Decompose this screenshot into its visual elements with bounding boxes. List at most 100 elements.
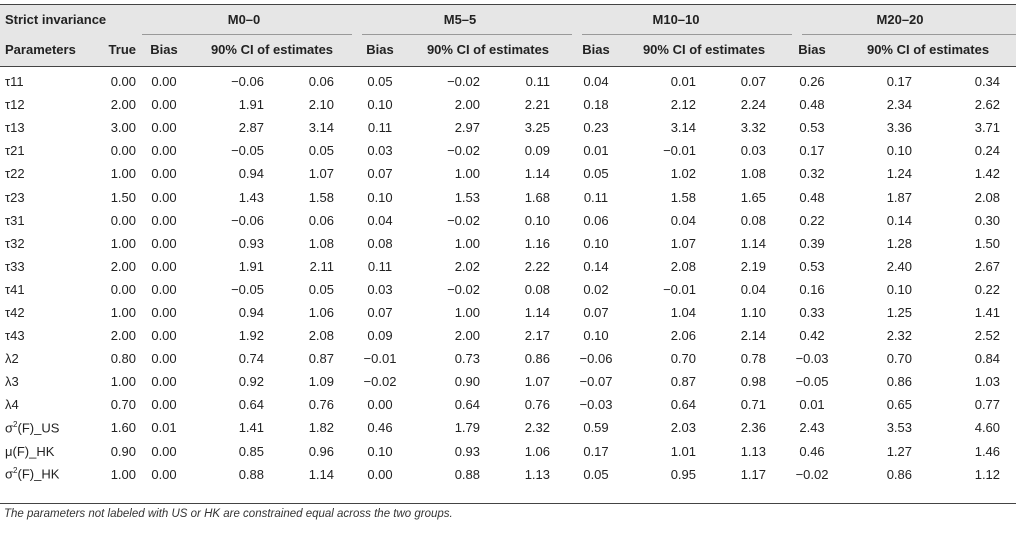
ci-upper-cell: 0.24 — [974, 143, 1001, 159]
ci-upper-cell: 1.06 — [524, 443, 550, 459]
ci-upper-cell: 2.21 — [524, 97, 550, 113]
ci-upper-cell: 2.22 — [524, 258, 550, 274]
bias-cell: 0.10 — [367, 97, 393, 113]
ci-upper-cell: 2.52 — [974, 328, 1001, 344]
bias-cell: 0.00 — [151, 189, 177, 205]
ci-upper-cell: 1.14 — [524, 304, 550, 320]
bias-cell: 0.23 — [583, 120, 609, 136]
bias-cell: 0.00 — [151, 166, 177, 182]
ci-lower-cell: 3.14 — [670, 120, 696, 136]
param-cell: τ21 — [5, 143, 25, 159]
bias-cell: 0.01 — [799, 397, 825, 413]
bias-cell: −0.01 — [363, 351, 397, 367]
ci-upper-cell: 2.36 — [740, 420, 767, 436]
param-cell: λ3 — [5, 374, 19, 390]
bias-cell: 0.53 — [799, 258, 825, 274]
ci-lower-cell: 1.41 — [238, 420, 264, 436]
header-rule — [0, 66, 1016, 67]
ci-upper-cell: 0.03 — [740, 143, 767, 159]
bias-cell: −0.03 — [795, 351, 829, 367]
col-bias: Bias — [366, 41, 394, 57]
ci-lower-cell: 0.95 — [670, 466, 696, 482]
ci-lower-cell: 2.03 — [670, 420, 696, 436]
ci-upper-cell: 1.14 — [308, 466, 334, 482]
ci-lower-cell: 0.17 — [886, 74, 913, 90]
bias-cell: 0.05 — [583, 466, 609, 482]
bias-cell: −0.06 — [579, 351, 613, 367]
ci-lower-cell: −0.06 — [231, 212, 264, 228]
bias-cell: 0.18 — [583, 97, 609, 113]
ci-lower-cell: −0.05 — [231, 281, 264, 297]
ci-upper-cell: 0.08 — [740, 212, 767, 228]
ci-lower-cell: −0.02 — [447, 74, 480, 90]
ci-lower-cell: −0.02 — [447, 281, 480, 297]
ci-lower-cell: 1.01 — [670, 443, 696, 459]
bias-cell: 0.16 — [799, 281, 825, 297]
top-rule — [0, 4, 1016, 5]
bias-cell: 0.00 — [151, 304, 177, 320]
ci-lower-cell: 1.79 — [454, 420, 480, 436]
ci-upper-cell: 1.13 — [524, 466, 550, 482]
true-cell: 1.00 — [110, 466, 136, 482]
true-cell: 0.00 — [110, 212, 136, 228]
ci-lower-cell: 0.94 — [238, 166, 264, 182]
param-cell: λ2 — [5, 351, 19, 367]
ci-lower-cell: 1.91 — [238, 97, 264, 113]
ci-upper-cell: 2.62 — [974, 97, 1001, 113]
table-row: σ2(F)_US 1.60 0.01 1.41 1.82 0.46 1.79 2.32 0.59… — [0, 416, 1016, 439]
col-true: True — [108, 41, 136, 57]
ci-upper-cell: 0.98 — [740, 374, 767, 390]
ci-lower-cell: 0.14 — [886, 212, 913, 228]
true-cell: 1.60 — [110, 420, 136, 436]
ci-upper-cell: 2.10 — [308, 97, 334, 113]
param-cell: λ4 — [5, 397, 19, 413]
bias-cell: 0.00 — [151, 374, 177, 390]
ci-upper-cell: 1.03 — [974, 374, 1001, 390]
ci-upper-cell: 0.30 — [974, 212, 1001, 228]
ci-upper-cell: 1.41 — [974, 304, 1001, 320]
bias-cell: 0.53 — [799, 120, 825, 136]
true-cell: 1.00 — [110, 374, 136, 390]
true-cell: 0.00 — [110, 143, 136, 159]
ci-upper-cell: 0.04 — [740, 281, 767, 297]
ci-upper-cell: 2.24 — [740, 97, 767, 113]
bias-cell: 0.04 — [583, 74, 609, 90]
bias-cell: 0.00 — [151, 443, 177, 459]
header-background — [0, 4, 1016, 67]
ci-lower-cell: 0.94 — [238, 304, 264, 320]
true-cell: 1.50 — [110, 189, 136, 205]
bias-cell: 0.05 — [583, 166, 609, 182]
bias-cell: 0.22 — [799, 212, 825, 228]
bias-cell: 0.00 — [151, 281, 177, 297]
ci-lower-cell: 0.86 — [886, 374, 913, 390]
bias-cell: 0.10 — [367, 189, 393, 205]
col-bias: Bias — [798, 41, 826, 57]
bias-cell: 0.07 — [583, 304, 609, 320]
ci-lower-cell: 0.85 — [238, 443, 264, 459]
ci-upper-cell: 2.08 — [308, 328, 334, 344]
bias-cell: 0.00 — [151, 397, 177, 413]
ci-lower-cell: 0.04 — [670, 212, 696, 228]
ci-lower-cell: 0.87 — [670, 374, 696, 390]
ci-upper-cell: 2.14 — [740, 328, 767, 344]
ci-upper-cell: 1.82 — [308, 420, 334, 436]
ci-upper-cell: 0.71 — [740, 397, 767, 413]
bias-cell: 0.11 — [583, 189, 609, 205]
ci-lower-cell: −0.01 — [663, 281, 696, 297]
bias-cell: −0.02 — [363, 374, 397, 390]
ci-upper-cell: 2.67 — [974, 258, 1001, 274]
col-ci: 90% CI of estimates — [642, 41, 766, 57]
bias-cell: 0.01 — [151, 420, 177, 436]
ci-upper-cell: 0.06 — [308, 74, 334, 90]
param-cell: τ13 — [5, 120, 25, 136]
param-cell: σ2(F)_US — [5, 420, 60, 436]
table-footnote: The parameters not labeled with US or HK… — [4, 508, 453, 520]
ci-lower-cell: 2.34 — [886, 97, 913, 113]
ci-lower-cell: 1.53 — [454, 189, 480, 205]
col-parameters: Parameters — [5, 41, 76, 57]
ci-upper-cell: 1.58 — [308, 189, 334, 205]
ci-upper-cell: 1.46 — [974, 443, 1001, 459]
bias-cell: 0.00 — [151, 235, 177, 251]
table-row: τ22 1.00 0.00 0.94 1.07 0.07 1.00 1.14 0.05 1.02 1… — [0, 162, 1016, 185]
